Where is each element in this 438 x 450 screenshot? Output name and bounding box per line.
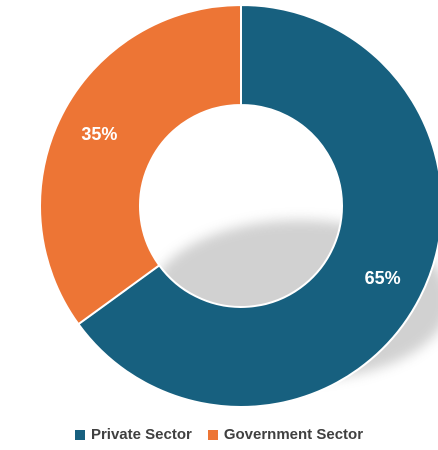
legend-label-private-sector: Private Sector	[90, 426, 192, 443]
slice-private-sector	[76, 3, 438, 408]
chart-legend: Private Sector Government Sector	[0, 426, 438, 443]
legend-swatch-private-sector	[74, 429, 85, 440]
legend-swatch-government-sector	[207, 429, 218, 440]
legend-label-government-sector: Government Sector	[223, 426, 364, 443]
legend-entry-private-sector: Private Sector	[74, 426, 192, 443]
legend-entry-government-sector: Government Sector	[207, 426, 364, 443]
slice-government-sector	[39, 3, 242, 326]
data-label-private-sector: 65%	[365, 268, 401, 288]
data-label-government-sector: 35%	[81, 124, 117, 144]
